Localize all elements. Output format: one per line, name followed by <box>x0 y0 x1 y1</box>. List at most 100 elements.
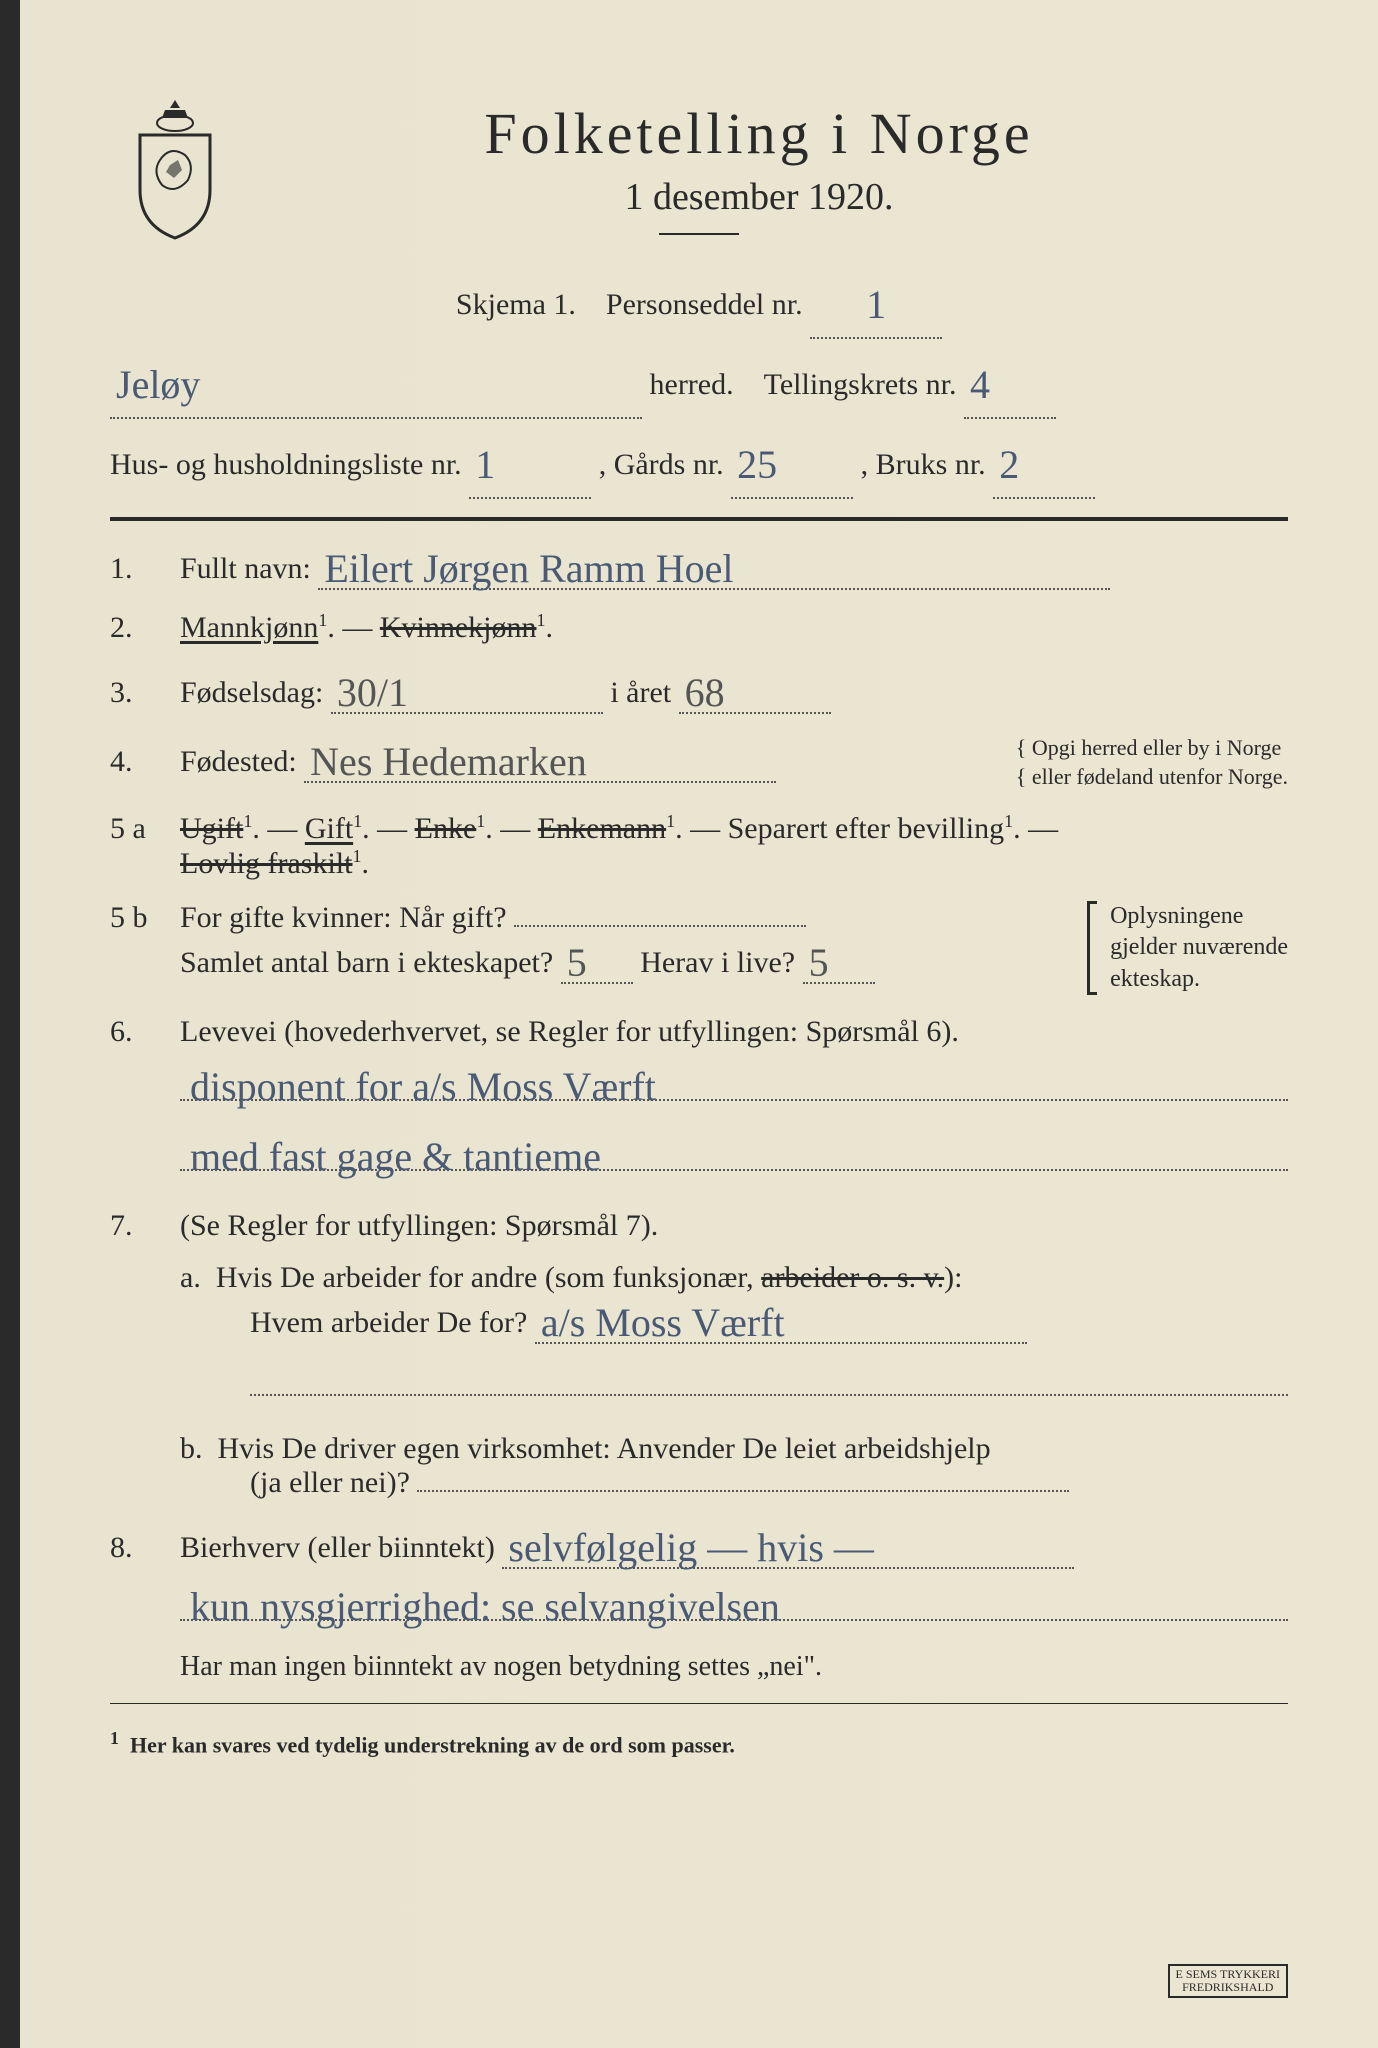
q5a-row: 5 a Ugift1. — Gift1. — Enke1. — Enkemann… <box>110 811 1288 881</box>
q5b-note: Oplysningene gjelder nuværende ekteskap. <box>1087 901 1288 995</box>
q4-label: Fødested: <box>180 745 297 778</box>
q5b-herav-value: 5 <box>803 935 875 984</box>
q3-day-value: 30/1 <box>331 665 603 714</box>
q3-label: Fødselsdag: <box>180 676 323 709</box>
form-header: Folketelling i Norge 1 desember 1920. <box>110 100 1288 235</box>
q5b-num: 5 b <box>110 901 180 935</box>
q3-year-label: i året <box>610 676 671 709</box>
q8-num: 8. <box>110 1531 180 1565</box>
tellingskrets-value: 4 <box>964 345 1056 419</box>
personseddel-value: 1 <box>810 265 942 339</box>
q6-label: Levevei (hovederhvervet, se Regler for u… <box>180 1015 959 1048</box>
q2-body: Mannkjønn1. — Kvinnekjønn1. <box>180 610 1288 645</box>
q4-body: Fødested: Nes Hedemarken { Opgi herred e… <box>180 734 1288 791</box>
q7a-end: ): <box>944 1261 962 1294</box>
hus-value: 1 <box>469 425 591 499</box>
coat-of-arms-icon <box>120 90 230 240</box>
crest-svg <box>120 90 230 240</box>
q4-row: 4. Fødested: Nes Hedemarken { Opgi herre… <box>110 734 1288 791</box>
footnote: 1 Her kan svares ved tydelig understrekn… <box>110 1728 1288 1758</box>
q5b-label: For gifte kvinner: Når gift? <box>180 901 507 934</box>
skjema-row: Skjema 1. Personseddel nr. 1 <box>110 265 1288 339</box>
gards-label: Gårds nr. <box>614 448 724 481</box>
q7a-strike: arbeider o. s. v. <box>761 1261 944 1294</box>
q5a-enkemann: Enkemann <box>538 812 666 845</box>
q7a-value: a/s Moss Værft <box>535 1295 1027 1344</box>
q8-row: 8. Bierhverv (eller biinntekt) selvfølge… <box>110 1520 1288 1683</box>
bruks-label: Bruks nr. <box>876 448 986 481</box>
bruks-value: 2 <box>993 425 1095 499</box>
q1-num: 1. <box>110 552 180 586</box>
q8-body: Bierhverv (eller biinntekt) selvfølgelig… <box>180 1520 1288 1683</box>
census-form-page: Folketelling i Norge 1 desember 1920. Sk… <box>0 0 1378 2048</box>
q3-row: 3. Fødselsdag: 30/1 i året 68 <box>110 665 1288 714</box>
skjema-label: Skjema 1. <box>456 288 576 321</box>
q5b-herav-label: Herav i live? <box>640 946 795 979</box>
q7b-label: Hvis De driver egen virksomhet: Anvender… <box>218 1432 991 1465</box>
q4-value: Nes Hedemarken <box>304 734 776 783</box>
q3-year-value: 68 <box>679 665 831 714</box>
herred-label: herred. <box>650 368 734 401</box>
q1-row: 1. Fullt navn: Eilert Jørgen Ramm Hoel <box>110 541 1288 590</box>
q6-body: Levevei (hovederhvervet, se Regler for u… <box>180 1015 1288 1189</box>
q7-body: (Se Regler for utfyllingen: Spørsmål 7).… <box>180 1209 1288 1500</box>
q5b-body: For gifte kvinner: Når gift? Samlet anta… <box>180 901 1288 995</box>
hus-row: Hus- og husholdningsliste nr. 1 , Gårds … <box>110 425 1288 499</box>
form-title: Folketelling i Norge <box>110 100 1288 167</box>
q4-main: Fødested: Nes Hedemarken <box>180 734 1000 783</box>
q7b-value <box>417 1490 1069 1492</box>
footnote-text: Her kan svares ved tydelig understreknin… <box>130 1732 735 1757</box>
q6-num: 6. <box>110 1015 180 1049</box>
printer-line2: FREDRIKSHALD <box>1176 1981 1280 1994</box>
footer-rule <box>110 1703 1288 1704</box>
q5a-ugift: Ugift <box>180 812 243 845</box>
q7b-q: (ja eller nei)? <box>250 1466 410 1499</box>
q1-value: Eilert Jørgen Ramm Hoel <box>318 541 1110 590</box>
q7a-label: Hvis De arbeider for andre (som funksjon… <box>216 1261 761 1294</box>
q8-label: Bierhverv (eller biinntekt) <box>180 1531 495 1564</box>
section-rule-1 <box>110 517 1288 521</box>
q5a-separert: Separert efter bevilling <box>728 812 1005 845</box>
hus-label: Hus- og husholdningsliste nr. <box>110 448 462 481</box>
herred-row: Jeløy herred. Tellingskrets nr. 4 <box>110 345 1288 419</box>
q5b-note3: ekteskap. <box>1110 966 1200 992</box>
q2-row: 2. Mannkjønn1. — Kvinnekjønn1. <box>110 610 1288 645</box>
footnote-marker: 1 <box>110 1728 119 1748</box>
q2-mann: Mannkjønn <box>180 611 318 644</box>
q8-line2: kun nysgjerrighed: se selvangivelsen <box>180 1579 1288 1621</box>
q7-row: 7. (Se Regler for utfyllingen: Spørsmål … <box>110 1209 1288 1500</box>
q7b-sub: (ja eller nei)? <box>250 1466 1288 1500</box>
q3-body: Fødselsdag: 30/1 i året 68 <box>180 665 1288 714</box>
q8-note: Har man ingen biinntekt av nogen betydni… <box>180 1651 1288 1683</box>
tellingskrets-label: Tellingskrets nr. <box>764 368 957 401</box>
q5a-enke: Enke <box>415 812 477 845</box>
q6-line1: disponent for a/s Moss Værft <box>180 1059 1288 1101</box>
q6-line2: med fast gage & tantieme <box>180 1129 1288 1171</box>
q5b-main: For gifte kvinner: Når gift? Samlet anta… <box>180 901 1077 984</box>
q5b-gift-value <box>514 925 806 927</box>
q7a: a. Hvis De arbeider for andre (som funks… <box>180 1261 1288 1414</box>
q1-body: Fullt navn: Eilert Jørgen Ramm Hoel <box>180 541 1288 590</box>
personseddel-label: Personseddel nr. <box>606 288 803 321</box>
q5a-lovlig: Lovlig fraskilt <box>180 847 352 880</box>
q5b-note2: gjelder nuværende <box>1110 934 1288 960</box>
printer-mark: E SEMS TRYKKERI FREDRIKSHALD <box>1168 1964 1288 1998</box>
q7-num: 7. <box>110 1209 180 1243</box>
q6-row: 6. Levevei (hovederhvervet, se Regler fo… <box>110 1015 1288 1189</box>
form-date: 1 desember 1920. <box>110 175 1288 219</box>
q3-num: 3. <box>110 676 180 710</box>
header-divider <box>659 233 739 235</box>
gards-value: 25 <box>731 425 853 499</box>
q7b: b. Hvis De driver egen virksomhet: Anven… <box>180 1432 1288 1500</box>
q5a-num: 5 a <box>110 812 180 846</box>
q1-label: Fullt navn: <box>180 552 311 585</box>
q7a-sub: Hvem arbeider De for? a/s Moss Værft <box>250 1295 1288 1414</box>
q5b-note1: Oplysningene <box>1110 903 1243 929</box>
q7a-extra-line <box>250 1354 1288 1396</box>
q2-kvinne: Kvinnekjønn <box>380 611 537 644</box>
q4-note: { Opgi herred eller by i Norge { eller f… <box>1000 734 1288 791</box>
q2-num: 2. <box>110 611 180 645</box>
q5a-body: Ugift1. — Gift1. — Enke1. — Enkemann1. —… <box>180 811 1288 881</box>
q7-label: (Se Regler for utfyllingen: Spørsmål 7). <box>180 1209 658 1242</box>
q5b-barn-value: 5 <box>561 935 633 984</box>
